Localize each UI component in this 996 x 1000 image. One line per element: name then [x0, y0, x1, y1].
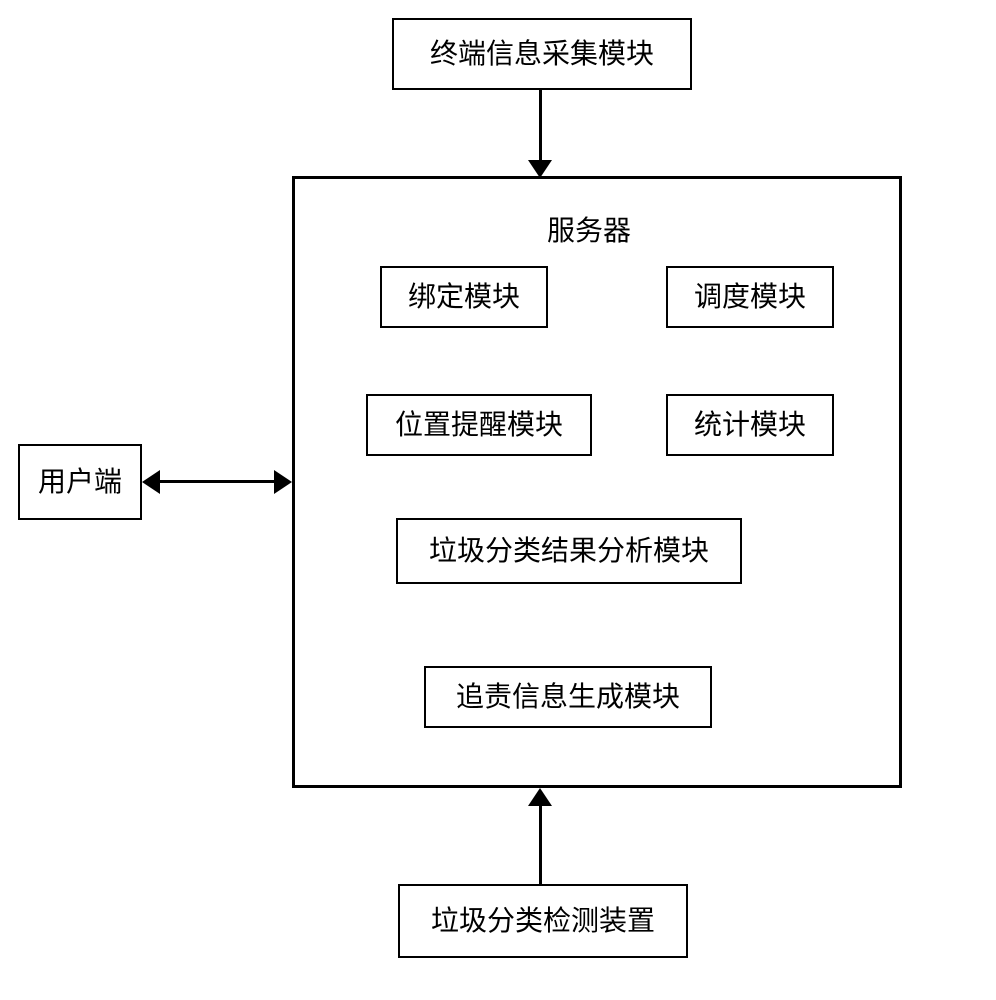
arrow-top-line: [539, 90, 542, 162]
location-reminder-box: 位置提醒模块: [366, 394, 592, 456]
arrow-left-line: [158, 480, 276, 483]
binding-box: 绑定模块: [380, 266, 548, 328]
location-reminder-label: 位置提醒模块: [395, 407, 563, 443]
arrow-bottom-line: [539, 804, 542, 884]
arrow-left-head-right: [274, 470, 292, 494]
accountability-label: 追责信息生成模块: [456, 679, 680, 715]
scheduling-box: 调度模块: [666, 266, 834, 328]
classification-analysis-box: 垃圾分类结果分析模块: [396, 518, 742, 584]
classification-analysis-label: 垃圾分类结果分析模块: [429, 533, 709, 569]
detection-device-box: 垃圾分类检测装置: [398, 884, 688, 958]
server-title: 服务器: [547, 209, 631, 249]
user-client-label: 用户端: [38, 464, 122, 500]
statistics-box: 统计模块: [666, 394, 834, 456]
statistics-label: 统计模块: [694, 407, 806, 443]
binding-label: 绑定模块: [408, 279, 520, 315]
accountability-box: 追责信息生成模块: [424, 666, 712, 728]
scheduling-label: 调度模块: [694, 279, 806, 315]
detection-device-label: 垃圾分类检测装置: [431, 903, 655, 939]
user-client-box: 用户端: [18, 444, 142, 520]
terminal-collection-label: 终端信息采集模块: [430, 36, 654, 72]
terminal-collection-box: 终端信息采集模块: [392, 18, 692, 90]
